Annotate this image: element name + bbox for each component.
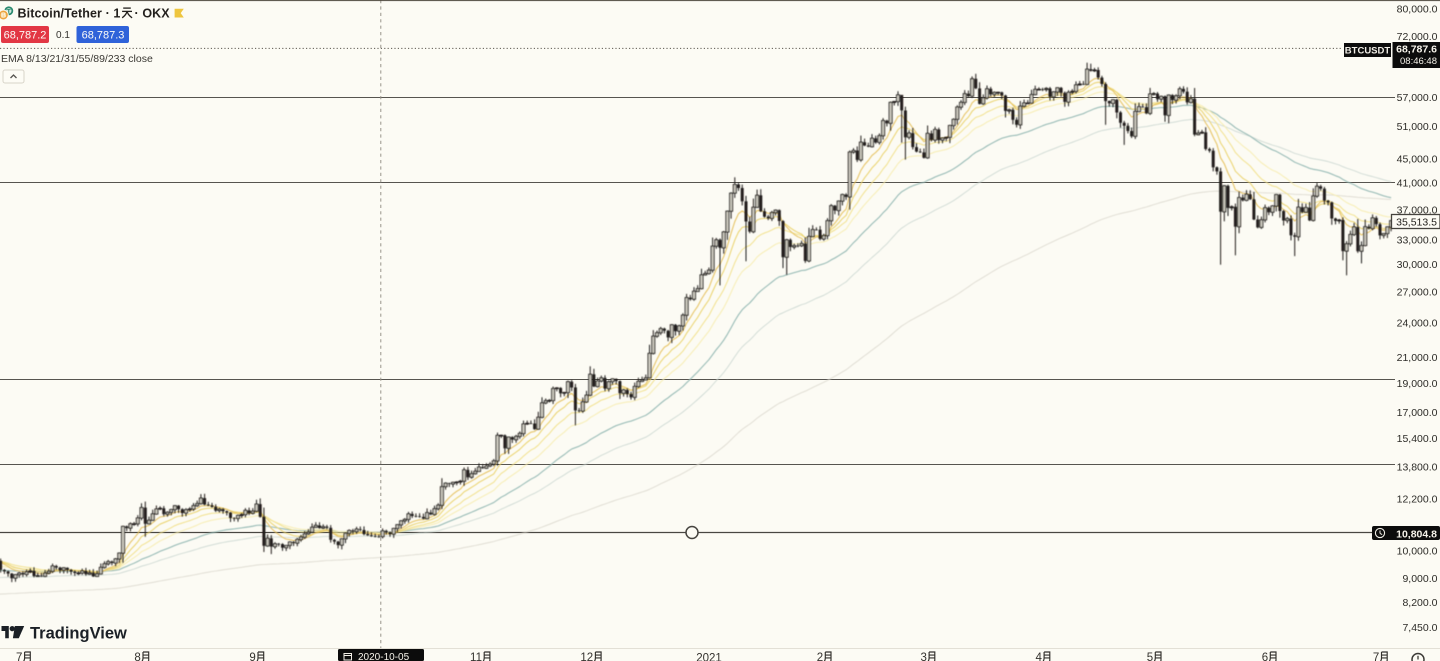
svg-text:7: 7 (16, 652, 22, 661)
svg-text:6: 6 (1262, 652, 1268, 661)
svg-text:2021: 2021 (696, 653, 722, 661)
svg-text:4: 4 (1035, 652, 1042, 661)
svg-text:51,000.0: 51,000.0 (1397, 121, 1438, 133)
svg-text:35,513.5: 35,513.5 (1396, 217, 1437, 229)
svg-text:7: 7 (1373, 652, 1379, 661)
svg-text:08:46:48: 08:46:48 (1400, 56, 1437, 67)
svg-text:68,787.6: 68,787.6 (1396, 44, 1437, 56)
svg-text:5: 5 (1147, 652, 1153, 661)
svg-text:13,800.0: 13,800.0 (1397, 462, 1438, 474)
svg-text:72,000.0: 72,000.0 (1397, 31, 1438, 43)
svg-text:33,000.0: 33,000.0 (1397, 234, 1438, 246)
svg-text:10,804.8: 10,804.8 (1396, 529, 1437, 541)
svg-text:41,000.0: 41,000.0 (1397, 178, 1438, 190)
svg-text:57,000.0: 57,000.0 (1397, 92, 1438, 104)
svg-text:37,000.0: 37,000.0 (1397, 205, 1438, 217)
svg-text:12,200.0: 12,200.0 (1397, 494, 1438, 506)
svg-text:11: 11 (470, 652, 482, 661)
svg-text:9: 9 (249, 652, 255, 661)
svg-text:3: 3 (920, 652, 926, 661)
svg-text:24,000.0: 24,000.0 (1397, 317, 1438, 329)
svg-text:10,000.0: 10,000.0 (1397, 546, 1438, 558)
svg-text:27,000.0: 27,000.0 (1397, 287, 1438, 299)
svg-text:17,000.0: 17,000.0 (1397, 407, 1438, 419)
svg-text:T: T (7, 8, 11, 15)
svg-text:7,450.0: 7,450.0 (1402, 622, 1437, 634)
svg-text:· OKX: · OKX (135, 6, 171, 20)
svg-text:30,000.0: 30,000.0 (1397, 259, 1438, 271)
svg-text:15,400.0: 15,400.0 (1397, 433, 1438, 445)
svg-text:21,000.0: 21,000.0 (1397, 352, 1438, 364)
svg-text:19,000.0: 19,000.0 (1397, 378, 1438, 390)
svg-text:8: 8 (134, 652, 140, 661)
svg-text:0.1: 0.1 (56, 30, 70, 41)
svg-text:EMA 8/13/21/31/55/89/233 close: EMA 8/13/21/31/55/89/233 close (1, 53, 153, 65)
svg-text:8,200.0: 8,200.0 (1402, 597, 1437, 609)
svg-text:12: 12 (580, 652, 593, 661)
svg-text:80,000.0: 80,000.0 (1397, 4, 1438, 16)
svg-text:B: B (1, 13, 6, 20)
svg-text:BTCUSDT: BTCUSDT (1345, 46, 1391, 57)
svg-text:Bitcoin/Tether · 1: Bitcoin/Tether · 1 (18, 6, 121, 20)
svg-text:2020-10-05: 2020-10-05 (358, 652, 410, 661)
svg-text:68,787.3: 68,787.3 (82, 30, 125, 42)
svg-text:45,000.0: 45,000.0 (1397, 154, 1438, 166)
svg-text:9,000.0: 9,000.0 (1402, 573, 1437, 585)
svg-text:68,787.2: 68,787.2 (4, 30, 47, 42)
svg-text:2: 2 (817, 652, 823, 661)
svg-text:TradingView: TradingView (30, 625, 127, 643)
